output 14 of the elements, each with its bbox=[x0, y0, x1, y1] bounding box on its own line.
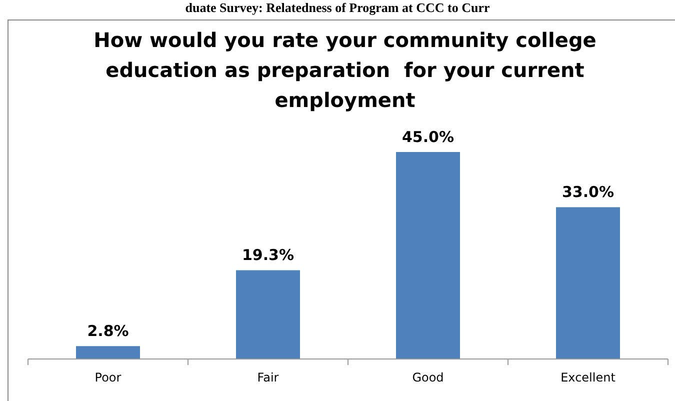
bar bbox=[556, 207, 620, 359]
x-tick-label: Fair bbox=[257, 370, 279, 385]
bar bbox=[236, 270, 300, 359]
data-label: 19.3% bbox=[242, 246, 294, 264]
x-tick-label: Excellent bbox=[560, 370, 616, 385]
x-tick-label: Poor bbox=[94, 370, 122, 385]
data-label: 45.0% bbox=[402, 128, 454, 146]
bar bbox=[76, 346, 140, 359]
text: duate Survey: Relatedness of Program at CCC to Curr bbox=[185, 0, 490, 15]
x-tick-label: Good bbox=[412, 370, 444, 385]
bar bbox=[396, 152, 460, 359]
chart-title: How would you rate your community college education as preparation for your current employment bbox=[94, 28, 596, 112]
data-label: 2.8% bbox=[87, 322, 129, 340]
data-label: 33.0% bbox=[562, 183, 614, 202]
